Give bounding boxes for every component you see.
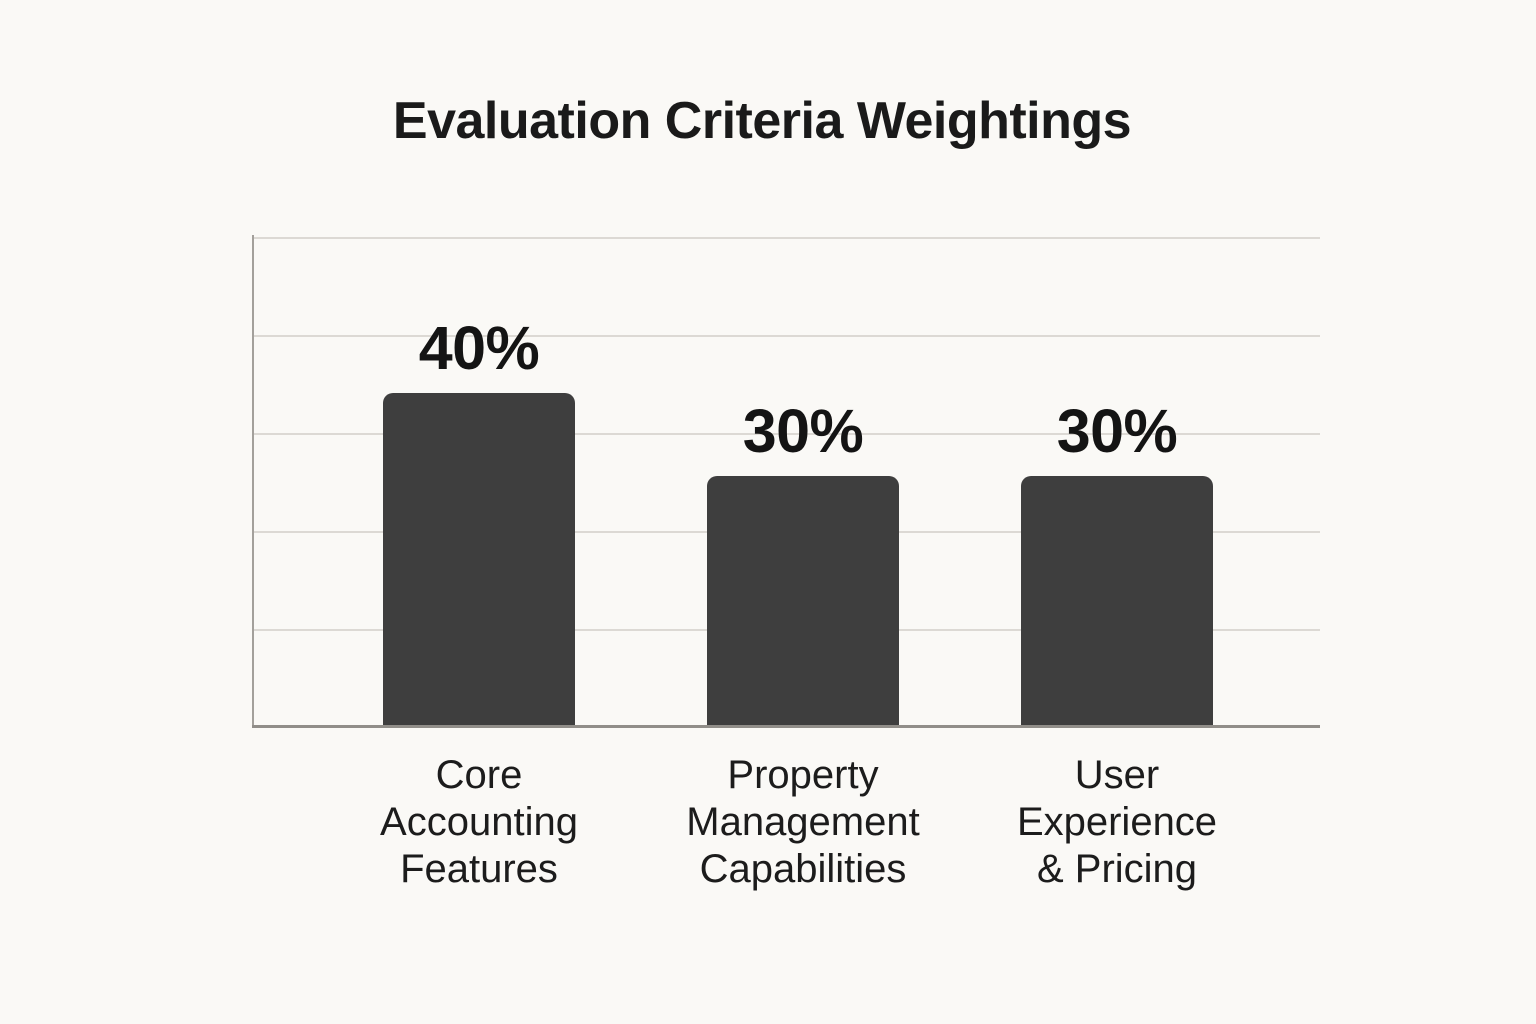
bar — [707, 476, 899, 727]
bar — [1021, 476, 1213, 727]
chart-title: Evaluation Criteria Weightings — [392, 92, 1132, 150]
category-axis-labels: Core Accounting Features Property Managem… — [252, 752, 1320, 932]
category-label: Core Accounting Features — [380, 753, 578, 891]
gridline — [252, 237, 1320, 239]
bar — [383, 393, 575, 727]
y-axis-line — [252, 235, 254, 727]
plot-area: 40% 30% 30% — [252, 235, 1320, 728]
x-axis-line — [252, 725, 1320, 728]
category-label: User Experience & Pricing — [1016, 753, 1218, 891]
category-label: Property Management Capabilities — [686, 753, 920, 891]
gridline — [252, 433, 1320, 435]
bar-value-label: 30% — [742, 397, 864, 465]
bar-value-label: 40% — [418, 314, 540, 382]
gridline — [252, 335, 1320, 337]
bar-value-label: 30% — [1056, 397, 1178, 465]
